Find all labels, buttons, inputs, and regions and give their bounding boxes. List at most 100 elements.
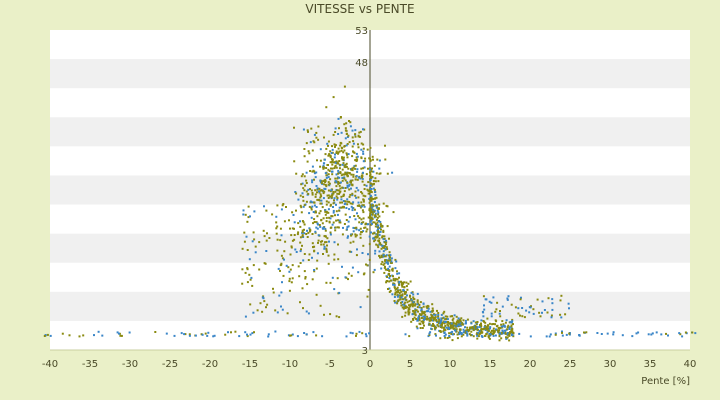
data-point bbox=[490, 329, 493, 332]
data-point bbox=[303, 223, 306, 226]
data-point bbox=[419, 323, 422, 326]
data-point bbox=[313, 204, 316, 207]
data-point bbox=[337, 219, 340, 222]
data-point bbox=[391, 269, 394, 272]
data-point bbox=[365, 184, 368, 187]
data-point bbox=[394, 291, 397, 294]
data-point bbox=[489, 327, 491, 330]
data-point bbox=[338, 192, 340, 195]
data-point bbox=[316, 191, 318, 194]
data-point bbox=[97, 330, 100, 333]
data-point bbox=[318, 191, 321, 194]
data-point bbox=[324, 228, 327, 230]
data-point bbox=[343, 123, 346, 126]
data-point bbox=[422, 302, 425, 305]
data-point bbox=[300, 206, 303, 209]
data-point bbox=[336, 198, 339, 201]
data-point bbox=[383, 235, 386, 238]
data-point bbox=[334, 165, 337, 168]
data-point bbox=[478, 330, 481, 332]
data-point bbox=[416, 292, 419, 295]
data-point bbox=[400, 280, 402, 283]
data-point bbox=[306, 236, 309, 238]
data-point bbox=[514, 306, 517, 309]
data-point bbox=[456, 319, 459, 322]
data-point bbox=[466, 326, 469, 329]
data-point bbox=[370, 205, 372, 208]
data-point bbox=[327, 168, 330, 171]
data-point bbox=[342, 156, 345, 159]
data-point bbox=[483, 326, 486, 329]
data-point bbox=[385, 261, 388, 264]
data-point bbox=[428, 323, 431, 326]
data-point bbox=[322, 217, 325, 220]
data-point bbox=[313, 218, 316, 221]
data-point bbox=[352, 166, 355, 169]
data-point bbox=[447, 324, 450, 327]
data-point bbox=[417, 318, 419, 321]
data-point bbox=[334, 229, 337, 232]
data-point bbox=[388, 259, 391, 262]
data-point bbox=[369, 171, 371, 174]
data-point bbox=[299, 236, 302, 239]
data-point bbox=[370, 216, 373, 219]
data-point bbox=[345, 165, 348, 168]
data-point bbox=[330, 170, 333, 173]
data-point bbox=[451, 326, 454, 329]
data-point bbox=[295, 251, 298, 253]
data-point bbox=[373, 221, 376, 224]
data-point bbox=[299, 241, 302, 244]
data-point bbox=[351, 202, 354, 205]
data-point bbox=[383, 271, 386, 274]
data-point bbox=[338, 206, 341, 209]
data-point bbox=[396, 302, 399, 305]
data-point bbox=[376, 209, 379, 212]
data-point bbox=[458, 319, 461, 322]
data-point bbox=[319, 165, 322, 168]
data-point bbox=[332, 133, 335, 136]
data-point bbox=[386, 269, 389, 271]
data-point bbox=[322, 227, 325, 230]
data-point bbox=[271, 213, 274, 216]
data-point bbox=[523, 316, 526, 319]
data-point bbox=[492, 296, 495, 299]
data-point bbox=[184, 333, 187, 336]
data-point bbox=[389, 289, 392, 292]
data-point bbox=[539, 315, 542, 318]
data-point bbox=[391, 267, 394, 270]
data-point bbox=[456, 325, 459, 328]
data-point bbox=[315, 334, 318, 337]
data-point bbox=[354, 190, 357, 193]
data-point bbox=[369, 186, 372, 189]
data-point bbox=[267, 333, 270, 336]
data-point bbox=[331, 160, 334, 163]
data-point bbox=[560, 316, 563, 319]
data-point bbox=[329, 217, 332, 220]
data-point bbox=[327, 211, 330, 214]
data-point bbox=[418, 317, 421, 320]
data-point bbox=[374, 197, 376, 200]
data-point bbox=[508, 339, 511, 342]
data-point bbox=[368, 243, 371, 246]
data-point bbox=[400, 296, 403, 299]
data-point bbox=[441, 321, 444, 324]
data-point bbox=[371, 218, 374, 220]
data-point bbox=[355, 156, 358, 159]
data-point bbox=[401, 303, 404, 306]
data-point bbox=[315, 267, 318, 270]
data-point bbox=[348, 208, 351, 211]
data-point bbox=[180, 332, 183, 335]
data-point bbox=[440, 319, 443, 321]
data-point bbox=[361, 192, 364, 195]
data-point bbox=[355, 175, 358, 177]
data-point bbox=[204, 332, 207, 335]
data-point bbox=[319, 304, 322, 307]
data-point bbox=[487, 336, 490, 339]
data-point bbox=[386, 248, 389, 250]
data-point bbox=[305, 171, 308, 174]
data-point bbox=[466, 333, 469, 336]
data-point bbox=[373, 210, 376, 213]
data-point bbox=[360, 222, 363, 225]
data-point bbox=[335, 219, 338, 222]
data-point bbox=[398, 276, 400, 279]
